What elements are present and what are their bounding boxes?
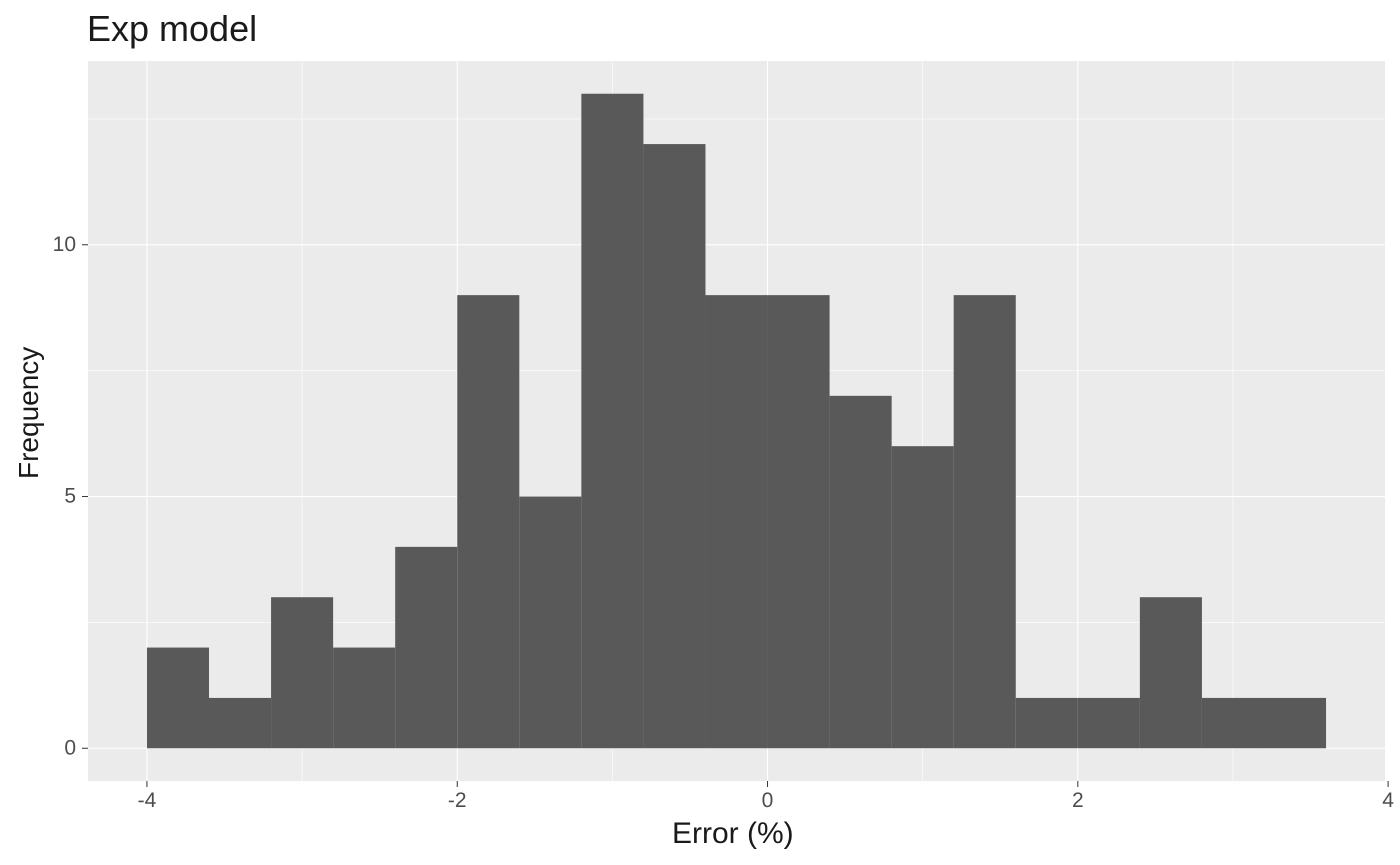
svg-text:-4: -4 [138, 789, 157, 812]
svg-text:5: 5 [64, 485, 76, 508]
svg-text:10: 10 [53, 233, 76, 256]
svg-text:4: 4 [1382, 789, 1394, 812]
svg-text:2: 2 [1072, 789, 1084, 812]
svg-text:0: 0 [64, 736, 76, 759]
svg-text:0: 0 [762, 789, 774, 812]
svg-text:-2: -2 [448, 789, 467, 812]
